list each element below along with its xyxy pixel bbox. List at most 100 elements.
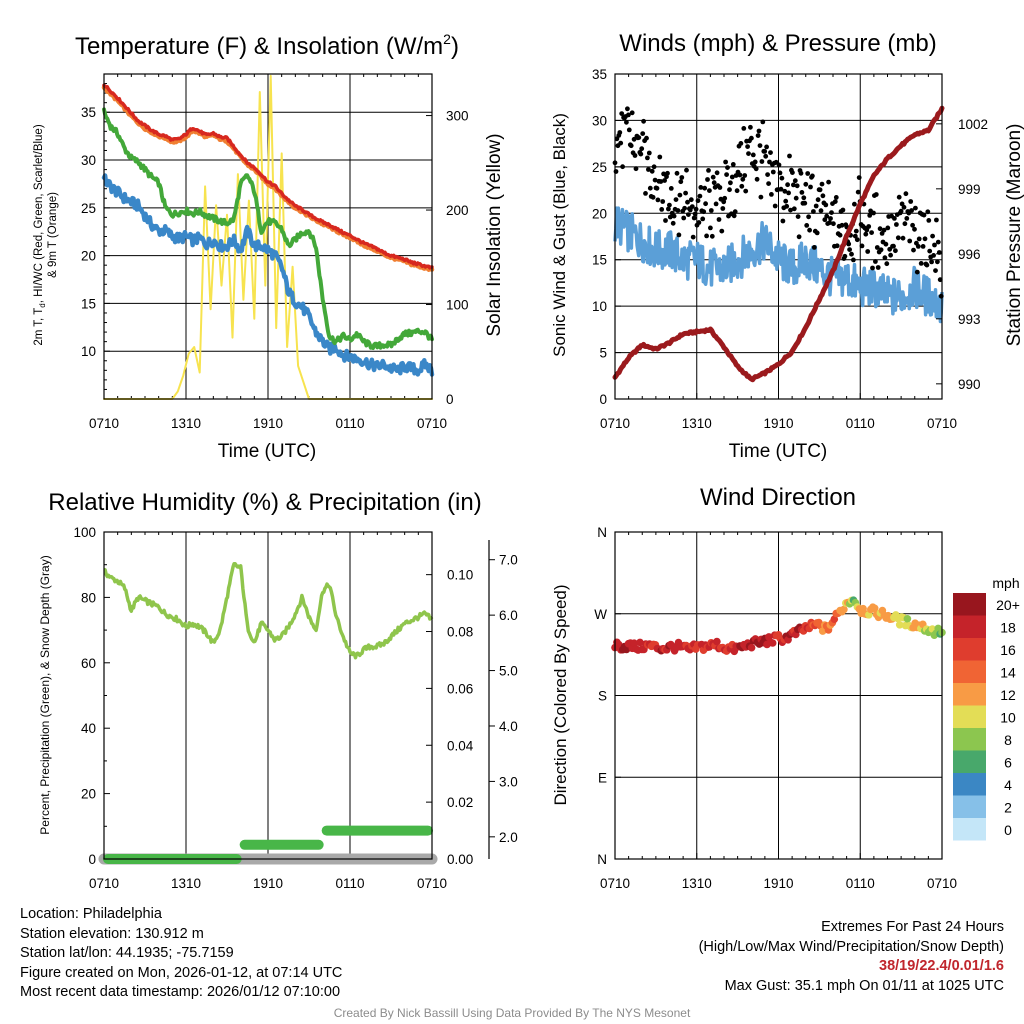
winds-gust-point [911,247,916,253]
winds-gust-point [645,155,650,161]
solar-axis-tick-label: 0 [446,392,454,407]
winds-gust-point [924,262,930,268]
winds-gust-point [772,203,778,209]
winds-gust-point [854,237,860,243]
humidity-y-tick-label: 0 [88,852,96,867]
winds-gust-point [754,176,760,182]
winds-gust-point [895,235,901,241]
winds-gust-point [693,206,699,212]
winds-gust-point [786,190,791,196]
direction-y-axis-label: Direction (Colored By Speed) [551,584,570,805]
winds-gust-point [752,159,758,165]
winds-gust-point [806,214,811,220]
winds-gust-point [764,144,769,150]
winds-gust-point [782,188,788,194]
winds-gust-point [647,185,653,191]
winds-gust-point [650,194,656,200]
winds-gust-point [727,187,732,193]
winds-gust-point [708,225,713,231]
winds-gust-point [670,220,676,226]
winds-gust-point [646,167,651,172]
precip-axis-tick-label: 0.06 [447,681,473,696]
winds-gust-point [705,177,710,182]
direction-point [903,615,912,623]
direction-x-tick-label: 1910 [763,876,793,891]
winds-gust-point [740,176,746,182]
winds-gust-point [842,253,848,259]
winds-gust-point [643,191,648,196]
winds-gust-point [652,177,658,183]
winds-gust-point [894,222,899,227]
winds-gust-point [893,248,898,254]
winds-gust-point [729,174,735,180]
winds-gust-point [832,199,838,205]
winds-gust-point [725,165,730,171]
humidity-x-tick-label: 1910 [253,876,283,891]
speed-legend-label: 14 [1000,665,1016,681]
winds-gust-point [636,135,642,141]
winds-gust-point [865,249,871,254]
wind-y-axis-label: Sonic Wind & Gust (Blue, Black) [550,113,569,357]
temperature-series-2m-t [102,83,434,270]
winds-gust-point [626,127,632,133]
humidity-x-tick-label: 0710 [417,876,447,891]
winds-gust-point [742,173,748,178]
winds-gust-point [723,159,728,165]
winds-gust-point [931,253,936,258]
speed-legend-swatch [953,615,986,638]
winds-gust-point [910,222,915,228]
winds-gust-point [709,233,715,239]
humidity-x-tick-label: 0110 [335,876,364,891]
speed-legend-swatch [953,660,986,683]
winds-gust-point [662,178,667,183]
winds-y-tick-label: 35 [592,67,607,82]
winds-gust-point [666,206,671,212]
speed-legend-swatch [953,728,986,751]
direction-point [636,638,644,647]
winds-gust-point [795,214,801,220]
winds-gust-point [620,164,625,170]
pressure-axis-tick-label: 993 [958,312,981,327]
winds-gust-point [762,149,768,154]
winds-gust-point [898,208,904,214]
winds-gust-point [926,218,932,223]
humidity-series-relative-humidity [103,561,434,660]
direction-point [870,604,879,613]
winds-gust-point [826,179,831,185]
winds-gust-point [846,241,852,247]
direction-y-tick-label: W [594,607,607,622]
winds-gust-point [799,190,805,195]
direction-y-tick-label: N [597,852,607,867]
winds-gust-point [698,185,704,190]
winds-gust-point [641,118,646,124]
winds-gust-point [654,185,660,191]
winds-gust-point [824,213,830,219]
direction-point [830,615,839,623]
winds-y-tick-label: 5 [599,346,607,361]
winds-gust-point [873,192,879,197]
winds-gust-point [870,265,875,271]
winds-series-station-pressure [612,105,945,383]
winds-x-tick-label: 1310 [682,416,712,431]
winds-gust-point [802,200,808,206]
winds-gust-point [651,164,657,170]
winds-gust-point [904,216,910,221]
winds-gust-point [855,189,861,195]
winds-gust-point [833,195,839,200]
winds-gust-point [822,217,828,223]
winds-gust-point [831,221,836,227]
winds-gust-point [710,174,716,180]
winds-gust-point [756,128,762,134]
winds-gust-point [659,207,665,212]
speed-legend-label: 20+ [996,597,1020,613]
winds-gust-point [724,172,729,178]
winds-gust-point [763,153,769,159]
winds-gust-point [852,201,857,207]
extremes-values: 38/19/22.4/0.01/1.6 [879,958,1004,974]
winds-gust-point [892,216,897,221]
winds-gust-point [679,175,685,180]
winds-y-tick-label: 25 [592,160,607,175]
winds-gust-point [738,141,744,146]
winds-gust-point [882,255,888,261]
station-elevation: Station elevation: 130.912 m [20,925,204,942]
